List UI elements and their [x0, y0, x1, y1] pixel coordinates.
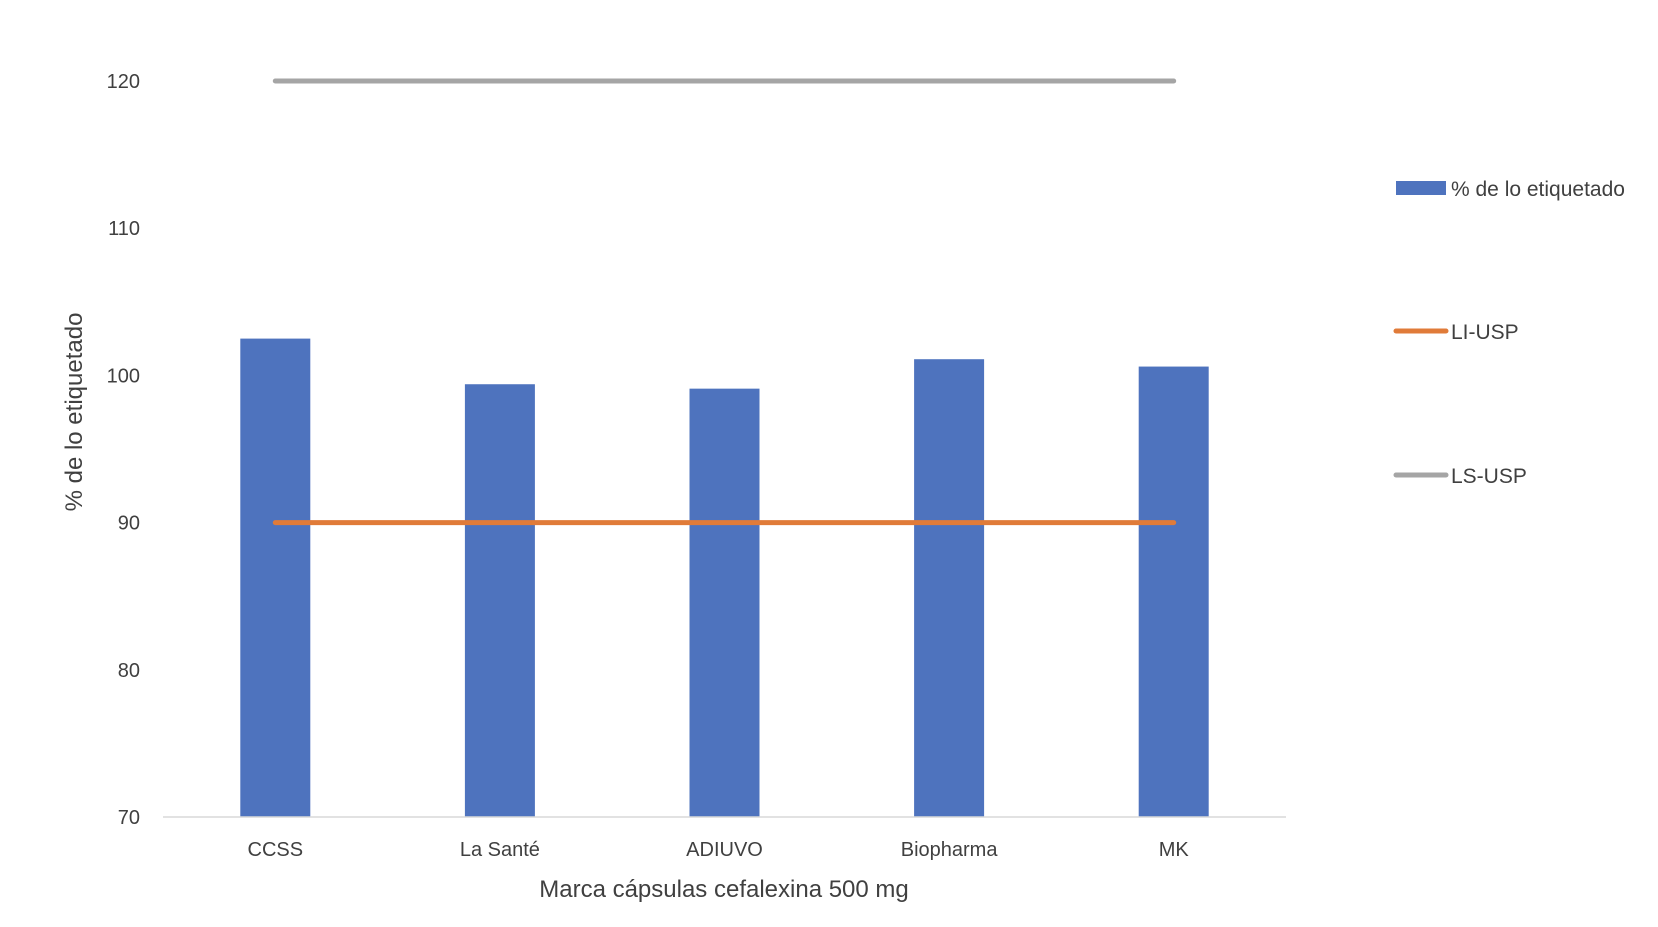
x-axis-title: Marca cápsulas cefalexina 500 mg	[539, 876, 909, 903]
bars-group	[240, 338, 1209, 817]
x-tick-label: Biopharma	[901, 839, 999, 861]
legend: % de lo etiquetado LI-USP LS-USP	[1393, 178, 1625, 488]
y-axis-title: % de lo etiquetado	[61, 313, 88, 512]
legend-label: LS-USP	[1451, 465, 1527, 488]
y-tick-label: 90	[118, 513, 140, 535]
x-tick-label: CCSS	[248, 839, 304, 861]
x-tick-label: La Santé	[460, 839, 540, 861]
bar-ccss	[240, 338, 311, 817]
y-ticks-group: 70 80 90 100 110 120	[107, 71, 140, 829]
bar-mk	[1138, 366, 1209, 817]
y-tick-label: 100	[107, 365, 140, 387]
y-tick-label: 120	[107, 71, 140, 93]
lines-group	[272, 78, 1177, 526]
y-tick-label: 110	[108, 218, 140, 240]
bar-biopharma	[914, 359, 985, 817]
bar-adiuvo	[689, 388, 760, 817]
legend-label: LI-USP	[1451, 321, 1519, 344]
legend-swatch-bar	[1396, 181, 1446, 195]
x-tick-label: ADIUVO	[686, 839, 763, 861]
y-tick-label: 70	[118, 807, 140, 829]
y-tick-label: 80	[118, 660, 140, 682]
x-tick-label: MK	[1159, 839, 1190, 861]
bar-la-sant-	[464, 384, 535, 817]
x-ticks-group: CCSS La Santé ADIUVO Biopharma MK	[248, 839, 1190, 861]
legend-label: % de lo etiquetado	[1451, 178, 1625, 201]
